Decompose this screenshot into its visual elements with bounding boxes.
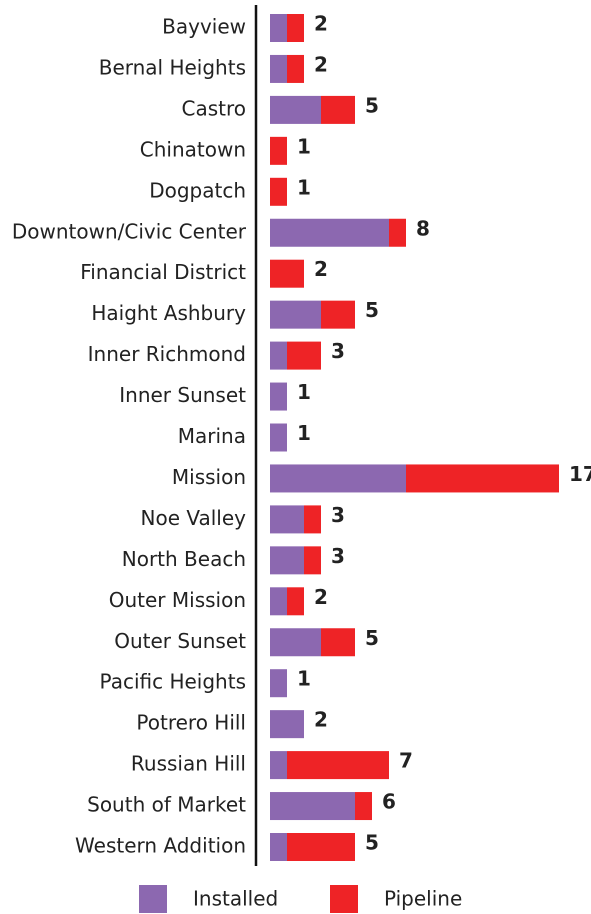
category-label: Inner Richmond <box>88 342 246 366</box>
bar-segment <box>270 259 304 288</box>
bar-segment <box>287 587 304 616</box>
total-label: 5 <box>365 831 379 855</box>
category-label: Outer Sunset <box>114 629 246 653</box>
category-label: Dogpatch <box>149 178 246 202</box>
bar-segment <box>406 464 559 493</box>
bar-segment <box>287 14 304 42</box>
category-label: Potrero Hill <box>136 711 246 735</box>
bar-segment <box>321 628 355 657</box>
category-label: Bayview <box>162 15 246 39</box>
bar-segment <box>270 546 304 575</box>
total-label: 3 <box>331 544 345 568</box>
category-label: Inner Sunset <box>119 383 246 407</box>
total-label: 1 <box>297 421 311 445</box>
legend-swatch <box>139 885 167 913</box>
bar-segment <box>270 300 321 329</box>
bar-segment <box>270 95 321 124</box>
total-label: 2 <box>314 52 328 76</box>
bar-segment <box>270 792 355 821</box>
category-label: Haight Ashbury <box>91 301 246 325</box>
total-label: 8 <box>416 216 430 240</box>
category-label: Western Addition <box>75 834 246 858</box>
bar-segment <box>270 751 287 780</box>
total-label: 3 <box>331 339 345 363</box>
total-label: 2 <box>314 585 328 609</box>
bar-segment <box>270 464 406 493</box>
bar-segment <box>270 505 304 534</box>
total-label: 2 <box>314 257 328 281</box>
bar-segment <box>270 382 287 411</box>
category-label: Castro <box>181 96 246 120</box>
total-label: 5 <box>365 93 379 117</box>
bar-segment <box>270 710 304 739</box>
category-label: Financial District <box>80 260 246 284</box>
category-label: Russian Hill <box>131 752 246 776</box>
bar-segment <box>389 218 406 247</box>
total-label: 5 <box>365 626 379 650</box>
bar-segment <box>270 341 287 370</box>
bar-segment <box>270 14 287 42</box>
category-label: Noe Valley <box>141 506 247 530</box>
bar-segment <box>287 341 321 370</box>
bar-segment <box>321 300 355 329</box>
total-label: 17 <box>569 462 591 486</box>
bar-segment <box>270 423 287 452</box>
category-label: Outer Mission <box>109 588 246 612</box>
category-label: North Beach <box>122 547 246 571</box>
bar-segment <box>270 177 287 206</box>
bar-segment <box>304 546 321 575</box>
bar-segment <box>287 833 355 861</box>
bar-segment <box>270 833 287 861</box>
bar-segment <box>270 136 287 165</box>
bar-segment <box>304 505 321 534</box>
bar-segment <box>270 54 287 83</box>
total-label: 3 <box>331 503 345 527</box>
category-label: Pacific Heights <box>100 670 246 694</box>
category-label: South of Market <box>87 793 246 817</box>
legend-swatch <box>330 885 358 913</box>
bar-segment <box>270 628 321 657</box>
total-label: 5 <box>365 298 379 322</box>
legend-label: Installed <box>193 887 278 911</box>
total-label: 1 <box>297 175 311 199</box>
category-label: Chinatown <box>140 137 246 161</box>
category-label: Bernal Heights <box>99 55 246 79</box>
total-label: 1 <box>297 134 311 158</box>
category-label: Marina <box>178 424 246 448</box>
category-label: Downtown/Civic Center <box>12 219 247 243</box>
total-label: 1 <box>297 380 311 404</box>
bar-segment <box>355 792 372 821</box>
bar-segment <box>287 751 389 780</box>
bar-segment <box>287 54 304 83</box>
bar-segment <box>321 95 355 124</box>
category-label: Mission <box>172 465 246 489</box>
total-label: 2 <box>314 708 328 732</box>
bar-segment <box>270 218 389 247</box>
total-label: 2 <box>314 12 328 36</box>
legend-label: Pipeline <box>384 887 462 911</box>
bar-segment <box>270 587 287 616</box>
total-label: 1 <box>297 667 311 691</box>
bar-segment <box>270 669 287 698</box>
total-label: 6 <box>382 790 396 814</box>
total-label: 7 <box>399 749 413 773</box>
